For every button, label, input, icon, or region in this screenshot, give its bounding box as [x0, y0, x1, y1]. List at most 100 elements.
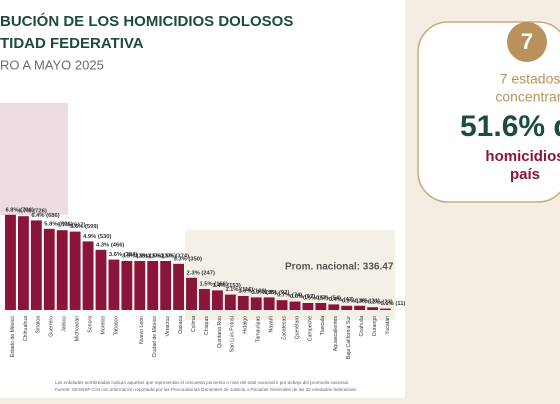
- bar: [95, 249, 107, 310]
- chart-subtitle: RO A MAYO 2025: [0, 57, 104, 72]
- bar: [328, 304, 340, 310]
- value-label: 3.5% (376): [135, 254, 163, 260]
- value-label: 0.5% (54): [316, 296, 341, 302]
- x-tick-label: Estado de México: [10, 316, 16, 357]
- x-tick-label: Hidalgo: [243, 316, 249, 334]
- value-label: 1.1% (116): [225, 287, 253, 293]
- value-label: 3.3% (350): [174, 256, 202, 262]
- x-tick-label: Quintana Roo: [217, 316, 223, 348]
- highlight-text: 7 estados: [500, 71, 560, 87]
- badge: [507, 22, 547, 62]
- footnote: Las entidades sombreadas indican aquella…: [55, 380, 349, 385]
- bar: [367, 307, 379, 310]
- value-label: 0.3% (36): [342, 298, 367, 304]
- bar: [380, 308, 391, 310]
- x-tick-label: Nuevo León: [139, 316, 145, 344]
- value-label: 5.7% (617): [57, 223, 85, 229]
- value-label: 5.6% (599): [70, 224, 98, 230]
- x-tick-label: Chihuahua: [23, 316, 29, 341]
- x-tick-label: Ciudad de México: [152, 316, 158, 358]
- bar: [237, 296, 249, 310]
- x-tick-label: Sinaloa: [36, 316, 42, 333]
- x-tick-label: Tlaxcala: [320, 316, 326, 335]
- value-label: 0.6% (67): [290, 294, 315, 300]
- value-label: 0.4% (47): [329, 297, 354, 303]
- x-tick-label: Coahuila: [359, 316, 365, 337]
- highlight-text: concentran: [495, 89, 560, 105]
- x-tick-label: Aguascalientes: [333, 316, 339, 352]
- x-tick-label: Morelos: [100, 316, 106, 335]
- value-label: 0.9% (95): [251, 290, 276, 296]
- x-tick-label: Nayarit: [269, 315, 275, 332]
- bar: [82, 241, 94, 310]
- x-tick-label: Tabasco: [113, 316, 119, 335]
- x-tick-label: Guerrero: [49, 316, 55, 337]
- bar: [224, 294, 236, 310]
- bar: [289, 301, 301, 310]
- x-tick-label: Tamaulipas: [256, 316, 262, 343]
- bar: [211, 290, 223, 310]
- bar: [315, 303, 327, 310]
- value-label: 6.7% (726): [18, 209, 46, 215]
- bar: [276, 300, 288, 310]
- x-tick-label: Veracruz: [165, 316, 171, 337]
- bar: [186, 277, 197, 310]
- chart-title: TIDAD FEDERATIVA: [0, 35, 144, 52]
- x-tick-label: Jalisco: [62, 316, 68, 332]
- value-label: 0.7% (74): [277, 293, 302, 299]
- bar: [160, 261, 172, 310]
- highlight-card: [417, 21, 560, 203]
- bar: [43, 228, 55, 310]
- value-label: 0.1% (11): [381, 301, 406, 307]
- x-tick-label: Michoacán: [75, 316, 81, 341]
- bar: [354, 305, 366, 310]
- x-tick-label: Sonora: [87, 316, 93, 333]
- bar: [134, 261, 146, 310]
- highlight-text: homicidios: [485, 148, 560, 165]
- value-label: 3.5% (375): [148, 254, 176, 260]
- value-label: 3.6% (384): [109, 252, 137, 258]
- highlight-text: país: [510, 166, 540, 183]
- value-label: 4.3% (466): [96, 242, 124, 248]
- x-tick-label: Oaxaca: [178, 316, 184, 334]
- x-tick-label: San Luis Potosí: [230, 315, 236, 352]
- value-label: 4.9% (530): [83, 234, 111, 240]
- value-label: 1.5% (166): [199, 282, 227, 288]
- bar: [5, 214, 16, 310]
- x-tick-label: Querétaro: [294, 316, 300, 339]
- x-tick-label: Yucatán: [385, 316, 391, 335]
- bar: [250, 297, 262, 310]
- value-label: 1.0% (109): [238, 289, 266, 295]
- value-label: 0.2% (23): [368, 300, 393, 306]
- value-label: 3.5% (381): [122, 254, 150, 260]
- x-tick-label: Chiapas: [204, 316, 210, 335]
- bar: [263, 297, 275, 310]
- value-label: 3.5% (374): [161, 254, 189, 260]
- bar: [341, 305, 353, 310]
- bar: [173, 263, 185, 310]
- value-label: 5.8% (626): [44, 221, 72, 227]
- value-label: 0.3% (31): [355, 298, 380, 304]
- x-tick-label: Baja California Sur: [346, 316, 352, 360]
- shade-area: [0, 103, 68, 215]
- bar: [147, 261, 159, 310]
- value-label: 0.5% (57): [303, 296, 328, 302]
- chart-title: BUCIÓN DE LOS HOMICIDIOS DOLOSOS: [0, 12, 293, 30]
- x-tick-label: Durango: [372, 316, 378, 336]
- bar: [121, 261, 133, 310]
- value-label: 0.9% (92): [264, 290, 289, 296]
- bar: [17, 216, 29, 310]
- badge-text: 7: [521, 29, 533, 54]
- highlight-number: 51.6% d: [460, 110, 560, 143]
- bar: [302, 303, 314, 310]
- value-label: 2.3% (247): [187, 270, 215, 276]
- value-label: 6.4% (686): [31, 213, 59, 219]
- x-tick-label: Campeche: [307, 316, 313, 341]
- footnote: Fuente: SESNSP-CNI con información repor…: [55, 387, 357, 392]
- bar: [56, 230, 68, 310]
- annotation: Prom. nacional: 336.47: [285, 262, 394, 273]
- bar: [199, 289, 210, 310]
- x-tick-label: Colima: [191, 316, 197, 332]
